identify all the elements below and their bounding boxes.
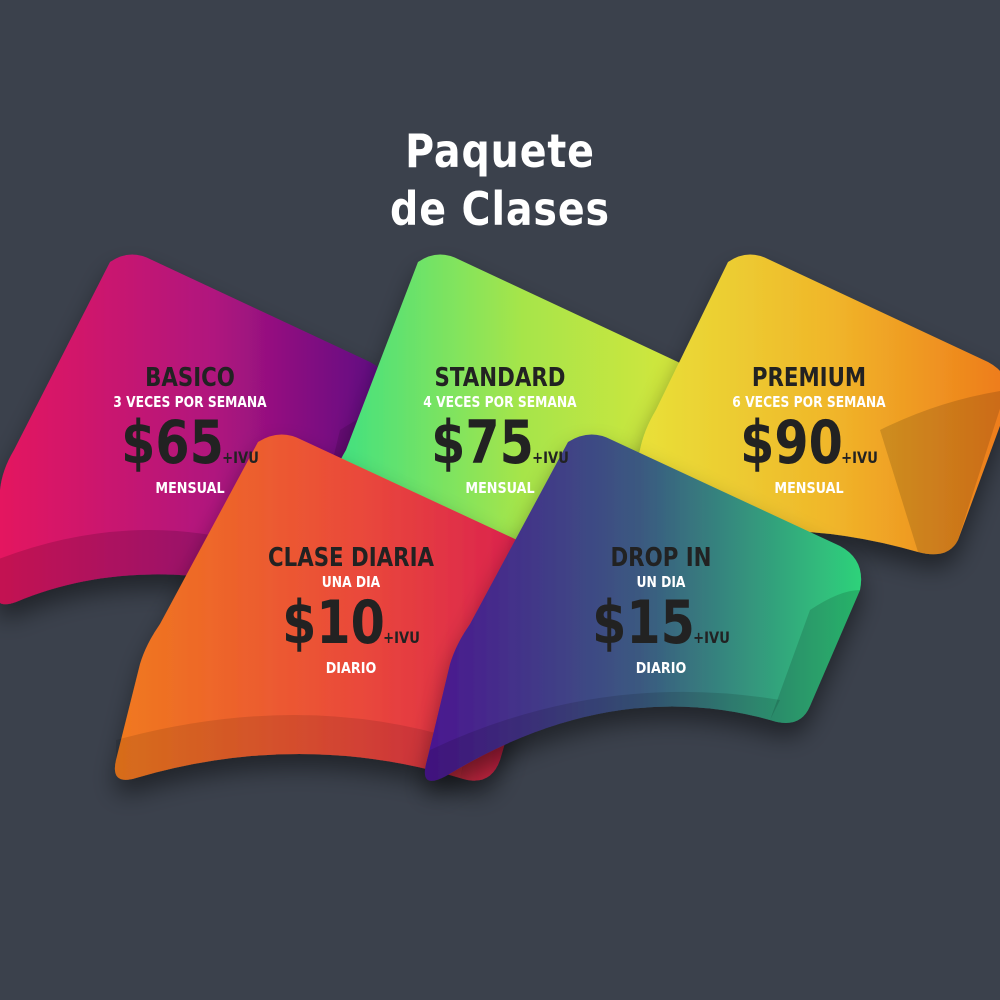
price-row: $10+IVU bbox=[228, 590, 474, 656]
price-row: $75+IVU bbox=[377, 410, 623, 476]
plan-premium: PREMIUM 6 VECES POR SEMANA $90+IVU MENSU… bbox=[659, 363, 959, 498]
plan-tax: +IVU bbox=[222, 448, 259, 467]
plan-frequency: UNA DIA bbox=[321, 573, 381, 591]
plan-period: DIARIO bbox=[635, 659, 687, 677]
plan-name: PREMIUM bbox=[751, 363, 867, 393]
plan-period: MENSUAL bbox=[155, 479, 225, 497]
price-row: $90+IVU bbox=[686, 410, 932, 476]
plan-frequency: 4 VECES POR SEMANA bbox=[423, 393, 577, 411]
plan-frequency: 6 VECES POR SEMANA bbox=[732, 393, 886, 411]
plan-basico: BASICO 3 VECES POR SEMANA $65+IVU MENSUA… bbox=[40, 363, 340, 498]
plan-price: $10 bbox=[282, 588, 385, 658]
plan-period: MENSUAL bbox=[774, 479, 844, 497]
plan-price: $75 bbox=[431, 408, 534, 478]
plan-tax: +IVU bbox=[383, 628, 420, 647]
plan-tax: +IVU bbox=[841, 448, 878, 467]
page-title: Paquete de Clases bbox=[70, 122, 930, 238]
plan-price: $65 bbox=[121, 408, 224, 478]
card-premium bbox=[615, 254, 1000, 563]
title-line-1: Paquete bbox=[405, 124, 595, 178]
plan-period: MENSUAL bbox=[465, 479, 535, 497]
plan-frequency: 3 VECES POR SEMANA bbox=[113, 393, 267, 411]
plan-name: CLASE DIARIA bbox=[267, 543, 435, 573]
plan-drop-in: DROP IN UN DIA $15+IVU DIARIO bbox=[511, 543, 811, 678]
plan-name: STANDARD bbox=[434, 363, 566, 393]
plan-price: $90 bbox=[740, 408, 843, 478]
price-row: $15+IVU bbox=[538, 590, 784, 656]
plan-price: $15 bbox=[592, 588, 695, 658]
plan-tax: +IVU bbox=[693, 628, 730, 647]
plan-tax: +IVU bbox=[532, 448, 569, 467]
plan-clase-diaria: CLASE DIARIA UNA DIA $10+IVU DIARIO bbox=[201, 543, 501, 678]
plan-standard: STANDARD 4 VECES POR SEMANA $75+IVU MENS… bbox=[350, 363, 650, 498]
plan-period: DIARIO bbox=[325, 659, 377, 677]
title-line-2: de Clases bbox=[390, 182, 610, 236]
plan-name: DROP IN bbox=[610, 543, 712, 573]
plan-frequency: UN DIA bbox=[636, 573, 686, 591]
card-drop-in bbox=[424, 434, 862, 781]
price-row: $65+IVU bbox=[67, 410, 313, 476]
plan-name: BASICO bbox=[145, 363, 235, 393]
